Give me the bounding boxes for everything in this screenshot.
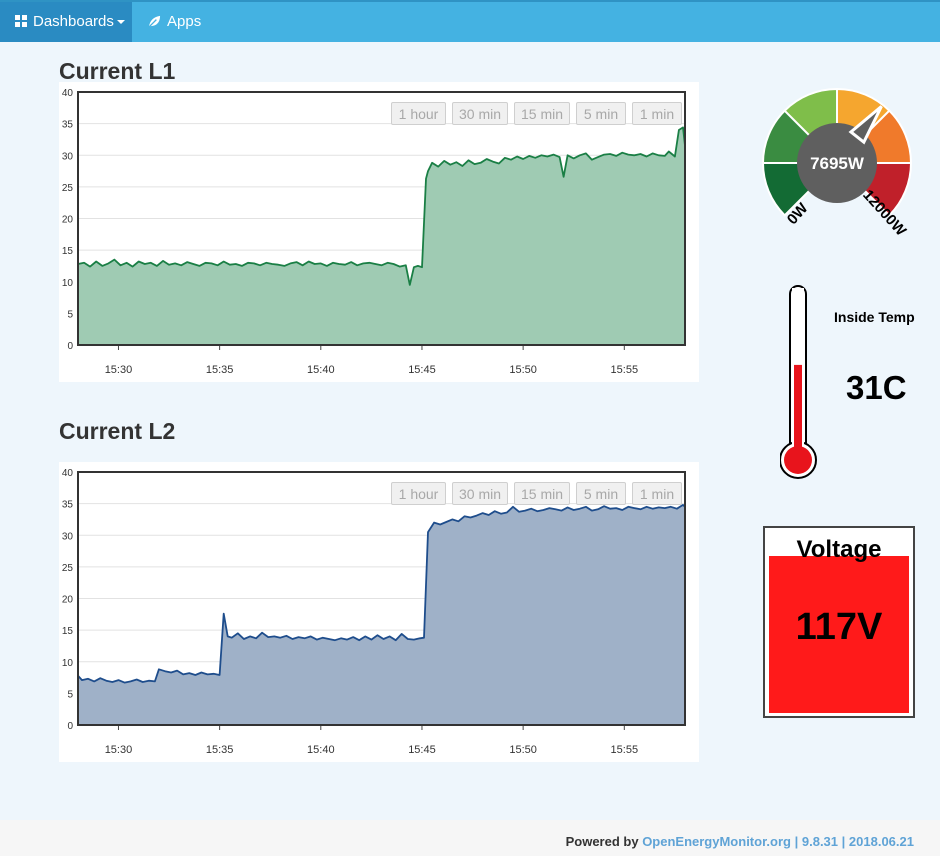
voltage-fill [769, 556, 909, 713]
x-tick-label: 15:50 [509, 744, 537, 756]
caret-down-icon [116, 20, 125, 25]
grid-icon [15, 15, 27, 28]
x-tick-label: 15:35 [206, 364, 234, 376]
nav-dashboards-label: Dashboards [33, 13, 114, 30]
y-tick-label: 25 [62, 563, 74, 574]
x-tick-label: 15:35 [206, 744, 234, 756]
footer-separator: | [841, 834, 846, 849]
chart-svg: 0 5 10 15 20 25 30 35 40 15:30 15:35 15:40 15:45 15:5… [62, 88, 686, 376]
range-button-5-min[interactable]: 5 min [576, 482, 626, 505]
x-tick-label: 15:45 [408, 364, 436, 376]
series-area [78, 127, 685, 346]
y-tick-label: 0 [67, 721, 73, 732]
y-tick-label: 5 [67, 309, 73, 320]
plot-frame [77, 91, 686, 346]
temperature-value: 31C [846, 369, 907, 406]
chart-l2-panel: 0 5 10 15 20 25 30 35 40 15:30 15:35 15:40 15:45 15:5… [59, 462, 699, 762]
y-tick-label: 15 [62, 246, 74, 257]
series-line [77, 504, 686, 684]
voltage-value: 117V [795, 606, 883, 648]
leaf-icon [148, 15, 161, 28]
y-tick-label: 35 [62, 120, 74, 131]
x-tick-label: 15:50 [509, 364, 537, 376]
footer-text: Powered by OpenEnergyMonitor.org | 9.8.3… [566, 834, 914, 849]
range-button-15-min[interactable]: 15 min [514, 482, 570, 505]
range-button-1-hour[interactable]: 1 hour [391, 482, 446, 505]
nav-apps-link[interactable]: Apps [132, 2, 201, 42]
chart-svg: 0 5 10 15 20 25 30 35 40 15:30 15:35 15:40 15:45 15:5… [62, 468, 686, 756]
y-tick-label: 10 [62, 278, 74, 289]
chart-l1-panel: 0 5 10 15 20 25 30 35 40 15:30 15:35 15:40 15:45 15:5… [59, 82, 699, 382]
y-tick-label: 40 [62, 88, 74, 99]
footer-date: 2018.06.21 [848, 834, 914, 849]
footer-powered-by: Powered by [565, 834, 639, 849]
temperature-title: Inside Temp [834, 309, 915, 325]
x-tick-label: 15:45 [408, 744, 436, 756]
range-button-15-min[interactable]: 15 min [514, 102, 570, 125]
x-tick-label: 15:55 [611, 364, 639, 376]
x-tick-label: 15:40 [307, 364, 335, 376]
y-tick-label: 35 [62, 500, 74, 511]
range-button-30-min[interactable]: 30 min [452, 482, 508, 505]
x-tick-label: 15:55 [611, 744, 639, 756]
nav-apps-label: Apps [167, 13, 202, 30]
range-button-1-min[interactable]: 1 min [632, 482, 682, 505]
range-button-1-min[interactable]: 1 min [632, 102, 682, 125]
gauge-hub [797, 123, 877, 203]
power-gauge: 7695W 0W 12000W [761, 87, 913, 240]
voltage-title: Voltage [796, 536, 882, 563]
y-tick-label: 20 [62, 215, 74, 226]
series-line [77, 126, 686, 286]
range-button-1-hour[interactable]: 1 hour [391, 102, 446, 125]
y-tick-label: 30 [62, 531, 74, 542]
y-tick-label: 25 [62, 183, 74, 194]
x-tick-label: 15:30 [105, 744, 133, 756]
y-tick-label: 10 [62, 658, 74, 669]
y-tick-label: 15 [62, 626, 74, 637]
gauge-needle [848, 105, 883, 145]
nav-dashboards-menu[interactable]: Dashboards [0, 2, 132, 42]
top-navbar: Dashboards Apps [0, 0, 940, 42]
footer: Powered by OpenEnergyMonitor.org | 9.8.3… [0, 820, 940, 856]
voltage-widget: Voltage 117V [763, 526, 915, 718]
thermometer-level [794, 364, 802, 460]
range-button-5-min[interactable]: 5 min [576, 102, 626, 125]
y-tick-label: 30 [62, 151, 74, 162]
y-tick-label: 40 [62, 468, 74, 479]
y-tick-label: 20 [62, 595, 74, 606]
footer-version: 9.8.31 [801, 834, 839, 849]
plot-frame [77, 471, 686, 726]
footer-oem-link[interactable]: OpenEnergyMonitor.org [642, 834, 791, 849]
footer-separator: | [794, 834, 799, 849]
thermometer-bulb [784, 446, 812, 474]
x-tick-label: 15:40 [307, 744, 335, 756]
gauge-value-label: 7695W [810, 154, 865, 173]
thermometer [780, 285, 817, 479]
series-area [78, 504, 685, 725]
chart-l2-title: Current L2 [59, 418, 176, 444]
y-tick-label: 0 [67, 341, 73, 352]
chart-l1-title: Current L1 [59, 58, 176, 84]
range-button-30-min[interactable]: 30 min [452, 102, 508, 125]
y-tick-label: 5 [67, 689, 73, 700]
x-tick-label: 15:30 [105, 364, 133, 376]
